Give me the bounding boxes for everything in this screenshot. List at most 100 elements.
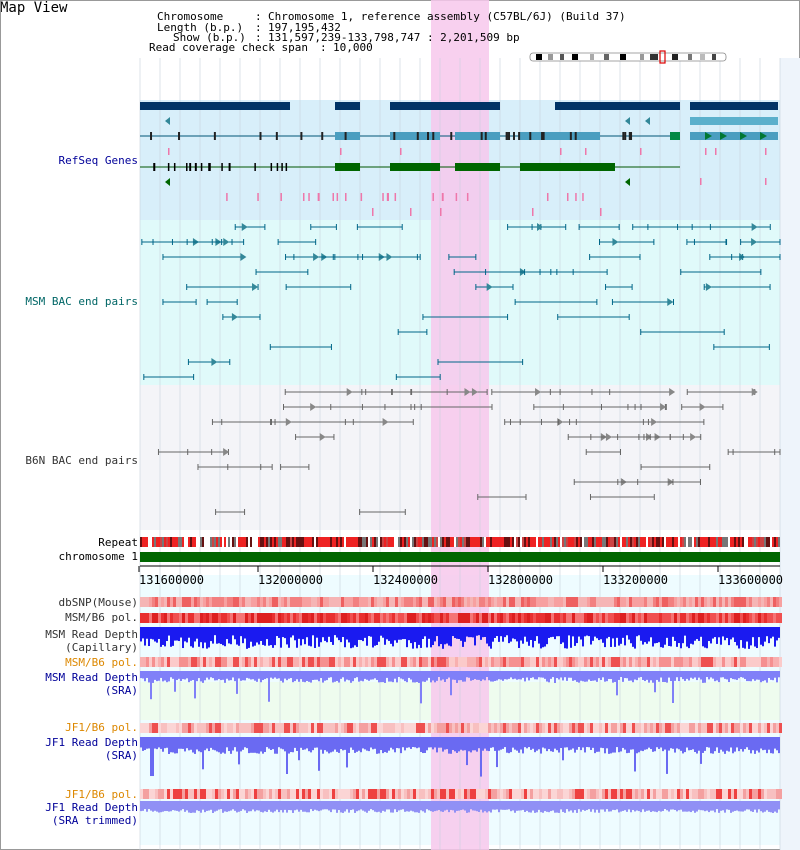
track-label-jf1-read-depth-sra[interactable]: JF1 Read Depth	[45, 736, 138, 749]
depth-bar	[524, 671, 526, 682]
heat-cell	[515, 597, 518, 607]
bac-arrow	[386, 253, 393, 261]
heat-cell	[503, 723, 506, 733]
depth-bar	[214, 801, 216, 812]
depth-bar	[242, 801, 244, 810]
gene-arrow	[625, 178, 630, 186]
repeat-block	[588, 537, 590, 547]
repeat-block	[718, 537, 720, 547]
depth-bar	[620, 737, 622, 752]
heat-cell	[203, 657, 206, 667]
bac-arrow	[705, 283, 712, 291]
depth-bar	[514, 627, 516, 640]
heat-cell	[314, 657, 317, 667]
heat-cell	[464, 597, 467, 607]
depth-bar	[634, 671, 636, 680]
depth-bar	[322, 627, 324, 638]
heat-cell	[653, 613, 656, 623]
track-label-msm-b6-pol-sra[interactable]: MSM/B6 pol.	[65, 656, 138, 669]
depth-bar	[240, 801, 242, 811]
repeat-block	[492, 537, 494, 547]
depth-bar	[332, 737, 334, 752]
heat-cell	[500, 613, 503, 623]
depth-bar	[258, 627, 260, 645]
depth-bar	[564, 737, 566, 748]
track-label-repeat[interactable]: Repeat	[98, 536, 138, 549]
track-label-jf1-read-depth-trimmed[interactable]: JF1 Read Depth	[45, 801, 138, 814]
heat-cell	[512, 723, 515, 733]
ideogram-position-marker	[659, 50, 666, 64]
bac-arrow	[605, 433, 612, 441]
track-label-chromosome[interactable]: chromosome 1	[58, 550, 138, 563]
heat-cell	[578, 597, 581, 607]
depth-bar	[400, 627, 402, 640]
heat-cell	[560, 597, 563, 607]
depth-bar	[588, 737, 590, 748]
track-label-msm-b6-pol-capillary[interactable]: MSM/B6 pol.	[65, 611, 138, 624]
depth-bar	[748, 737, 750, 750]
depth-bar	[674, 801, 676, 810]
heat-cell	[743, 597, 746, 607]
depth-bar	[310, 671, 312, 683]
depth-bar	[630, 627, 632, 644]
depth-bar	[332, 627, 334, 645]
depth-bar	[328, 627, 330, 637]
heat-cell	[155, 723, 158, 733]
repeat-block	[568, 537, 570, 547]
depth-bar	[452, 671, 454, 680]
track-label-msm-read-depth-sra[interactable]: MSM Read Depth	[45, 671, 138, 684]
heat-cell	[641, 789, 644, 799]
depth-bar	[168, 801, 170, 812]
depth-bar	[568, 627, 570, 636]
gene-exon	[690, 132, 778, 140]
repeat-block	[378, 537, 380, 547]
depth-bar	[350, 737, 352, 748]
depth-bar	[426, 737, 428, 751]
depth-bar	[156, 627, 158, 643]
depth-bar	[652, 737, 654, 752]
heat-cell	[179, 613, 182, 623]
depth-bar	[728, 627, 730, 646]
heat-cell	[296, 789, 299, 799]
depth-bar	[624, 801, 626, 811]
gene-pink-mark	[257, 193, 259, 201]
depth-bar	[690, 627, 692, 644]
depth-bar	[694, 801, 696, 813]
depth-bar	[482, 737, 484, 751]
depth-bar	[242, 627, 244, 644]
depth-bar	[412, 801, 414, 812]
track-label-msm-bac[interactable]: MSM BAC end pairs	[25, 295, 138, 308]
depth-bar	[600, 627, 602, 640]
track-label-refseq[interactable]: RefSeq Genes	[58, 154, 138, 167]
track-label-dbsnp[interactable]: dbSNP(Mouse)	[58, 596, 138, 609]
depth-bar	[462, 627, 464, 647]
track-label-b6n-bac[interactable]: B6N BAC end pairs	[25, 454, 138, 467]
heat-cell	[329, 613, 332, 623]
heat-cell	[272, 613, 275, 623]
heat-cell	[296, 657, 299, 667]
heat-cell	[578, 723, 581, 733]
heat-cell	[356, 657, 359, 667]
heat-cell	[767, 657, 770, 667]
depth-bar	[602, 737, 604, 749]
depth-bar	[740, 737, 742, 750]
depth-bar	[294, 801, 296, 811]
heat-cell	[254, 789, 257, 799]
heat-cell	[179, 789, 182, 799]
depth-bar	[530, 801, 532, 813]
heat-cell	[152, 657, 155, 667]
heat-cell	[386, 723, 389, 733]
depth-bar	[682, 627, 684, 644]
heat-cell	[761, 789, 764, 799]
track-label-jf1-b6-pol-trimmed[interactable]: JF1/B6 pol.	[65, 788, 138, 801]
track-label-msm-read-depth-capillary[interactable]: MSM Read Depth	[45, 628, 138, 641]
repeat-block	[624, 537, 626, 547]
heat-cell	[650, 789, 653, 799]
depth-bar	[682, 737, 684, 754]
heat-cell	[527, 723, 530, 733]
heat-cell	[278, 613, 281, 623]
heat-cell	[740, 723, 743, 733]
track-label-jf1-b6-pol-sra[interactable]: JF1/B6 pol.	[65, 721, 138, 734]
heat-cell	[497, 657, 500, 667]
